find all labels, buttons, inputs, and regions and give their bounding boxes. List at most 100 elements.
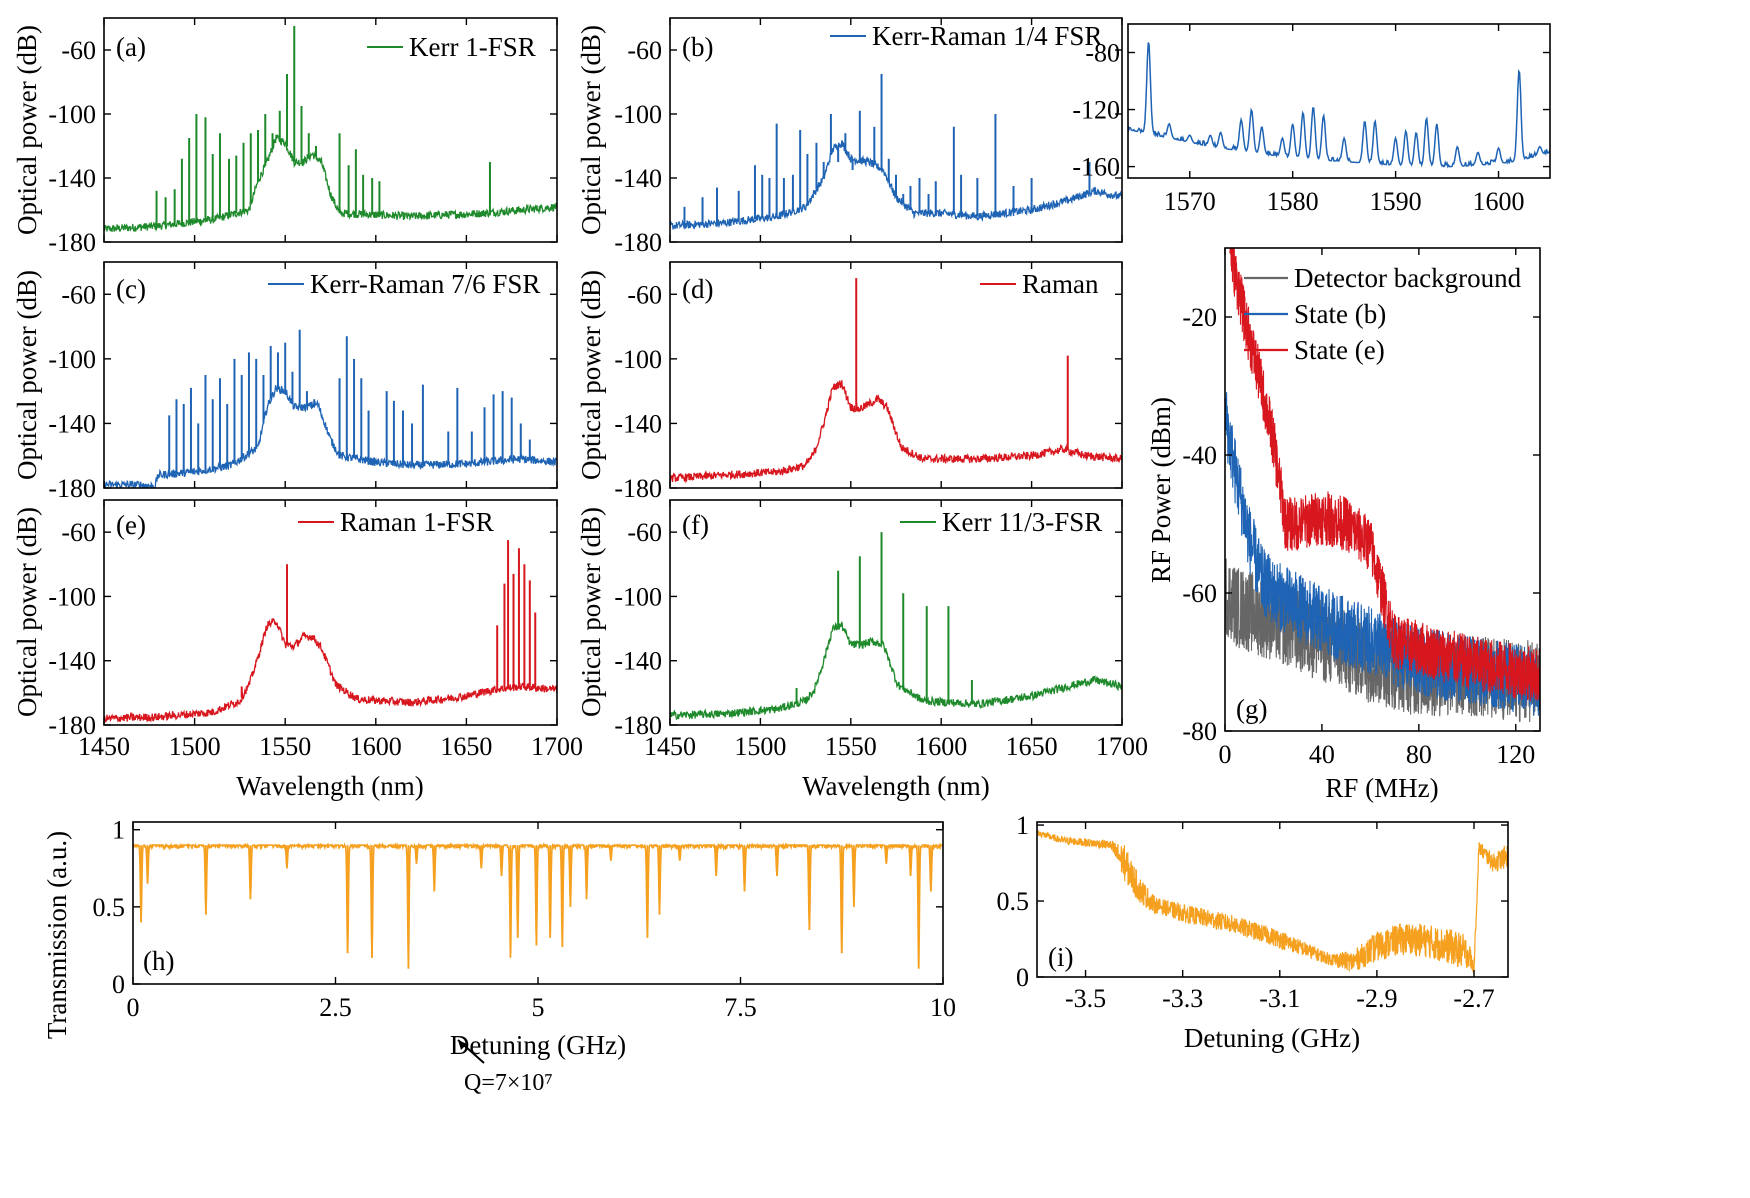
axes-box	[669, 261, 1123, 489]
plot-area	[104, 26, 557, 233]
panel-i	[1036, 821, 1509, 978]
panel-c	[103, 261, 558, 489]
x-tick-label: -2.7	[1453, 984, 1494, 1013]
x-tick-label: 7.5	[724, 993, 757, 1022]
plot-area	[1037, 829, 1508, 976]
spectrum-line	[104, 618, 557, 723]
panel-b	[669, 17, 1123, 243]
panel-label: (e)	[116, 510, 146, 540]
rf-series-line	[1225, 392, 1540, 716]
y-tick-label: -140	[48, 647, 96, 676]
y-tick-label: -140	[614, 409, 662, 438]
y-tick-label: -100	[614, 345, 662, 374]
y-axis-label: Optical power (dB)	[576, 25, 606, 235]
y-tick-label: -60	[1182, 579, 1217, 608]
x-tick-label: 40	[1309, 740, 1335, 769]
axes-box	[669, 499, 1123, 726]
x-tick-label: 1700	[531, 732, 583, 761]
plot-area	[104, 329, 557, 488]
panel-label: (i)	[1048, 942, 1073, 972]
y-tick-label: -180	[614, 711, 662, 740]
x-tick-label: 1450	[644, 732, 696, 761]
y-tick-label: -180	[614, 228, 662, 257]
x-tick-label: 1550	[825, 732, 877, 761]
y-tick-label: -140	[614, 164, 662, 193]
inset-spectrum-line	[1128, 42, 1550, 169]
y-tick-label: -60	[627, 36, 662, 65]
plot-area	[1225, 248, 1540, 723]
arrow-head	[458, 1040, 467, 1050]
y-tick-label: -140	[48, 164, 96, 193]
q-annotation: Q=7×10⁷	[464, 1070, 553, 1096]
y-tick-label: -180	[48, 711, 96, 740]
y-axis-label: Optical power (dB)	[576, 270, 606, 480]
rf-series-line	[1229, 248, 1540, 702]
panel-label: (h)	[143, 946, 174, 976]
transmission-line	[133, 841, 943, 969]
y-tick-label: -60	[627, 518, 662, 547]
axes-box	[103, 261, 558, 489]
legend-label: Kerr-Raman 7/6 FSR	[310, 269, 540, 299]
y-tick-label: 1	[1016, 811, 1029, 840]
y-tick-label: -100	[48, 582, 96, 611]
spectrum-line	[670, 380, 1122, 484]
y-tick-label: -60	[61, 518, 96, 547]
axes-box	[1036, 821, 1509, 978]
panel-e	[103, 499, 558, 726]
x-tick-label: 2.5	[319, 993, 352, 1022]
x-tick-label: -3.5	[1065, 984, 1106, 1013]
legend-label: Detector background	[1294, 263, 1522, 293]
spectrum-line	[104, 134, 557, 233]
y-tick-label: -160	[1072, 153, 1120, 182]
plot-area	[670, 532, 1122, 721]
plot-area	[670, 278, 1122, 484]
y-tick-label: -180	[48, 474, 96, 503]
transmission-line	[1037, 829, 1508, 976]
y-tick-label: -60	[627, 280, 662, 309]
x-tick-label: 10	[930, 993, 956, 1022]
x-tick-label: 1600	[350, 732, 402, 761]
y-axis-label: Transmission (a.u.)	[42, 831, 72, 1039]
x-tick-label: 1650	[1006, 732, 1058, 761]
spectrum-line	[104, 382, 557, 488]
panel-label: (c)	[116, 274, 146, 304]
x-tick-label: -3.1	[1259, 984, 1300, 1013]
legend-label: State (e)	[1294, 335, 1385, 365]
x-axis-label: RF (MHz)	[1325, 773, 1438, 803]
axes-box	[103, 499, 558, 726]
y-tick-label: -80	[1182, 717, 1217, 746]
legend-label: Kerr 11/3-FSR	[942, 507, 1102, 537]
legend-label: Kerr-Raman 1/4 FSR	[872, 21, 1102, 51]
x-tick-label: 1600	[915, 732, 967, 761]
plot-area	[670, 74, 1122, 231]
x-tick-label: -3.3	[1162, 984, 1203, 1013]
y-tick-label: -100	[614, 582, 662, 611]
y-tick-label: -120	[1072, 96, 1120, 125]
x-tick-label: 1600	[1473, 187, 1525, 216]
y-axis-label: Optical power (dB)	[12, 507, 42, 717]
panel-a	[103, 17, 558, 243]
y-tick-label: -100	[48, 345, 96, 374]
x-tick-label: 5	[532, 993, 545, 1022]
axes-box	[669, 17, 1123, 243]
y-tick-label: -20	[1182, 303, 1217, 332]
y-tick-label: -100	[48, 100, 96, 129]
panel-label: (d)	[682, 274, 713, 304]
x-axis-label: Wavelength (nm)	[802, 771, 990, 801]
x-tick-label: 0	[127, 993, 140, 1022]
x-axis-label: Wavelength (nm)	[236, 771, 424, 801]
x-tick-label: 0	[1219, 740, 1232, 769]
y-tick-label: -40	[1182, 441, 1217, 470]
x-tick-label: 1500	[734, 732, 786, 761]
x-tick-label: 1500	[169, 732, 221, 761]
y-tick-label: 0.5	[997, 887, 1030, 916]
panel-g	[1224, 247, 1541, 732]
x-tick-label: 1450	[78, 732, 130, 761]
y-tick-label: -100	[614, 100, 662, 129]
y-axis-label: Optical power (dB)	[12, 270, 42, 480]
panel-label: (a)	[116, 32, 146, 62]
axes-box	[1224, 247, 1541, 732]
y-axis-label: Optical power (dB)	[576, 507, 606, 717]
x-tick-label: -2.9	[1356, 984, 1397, 1013]
panel-f	[669, 499, 1123, 726]
